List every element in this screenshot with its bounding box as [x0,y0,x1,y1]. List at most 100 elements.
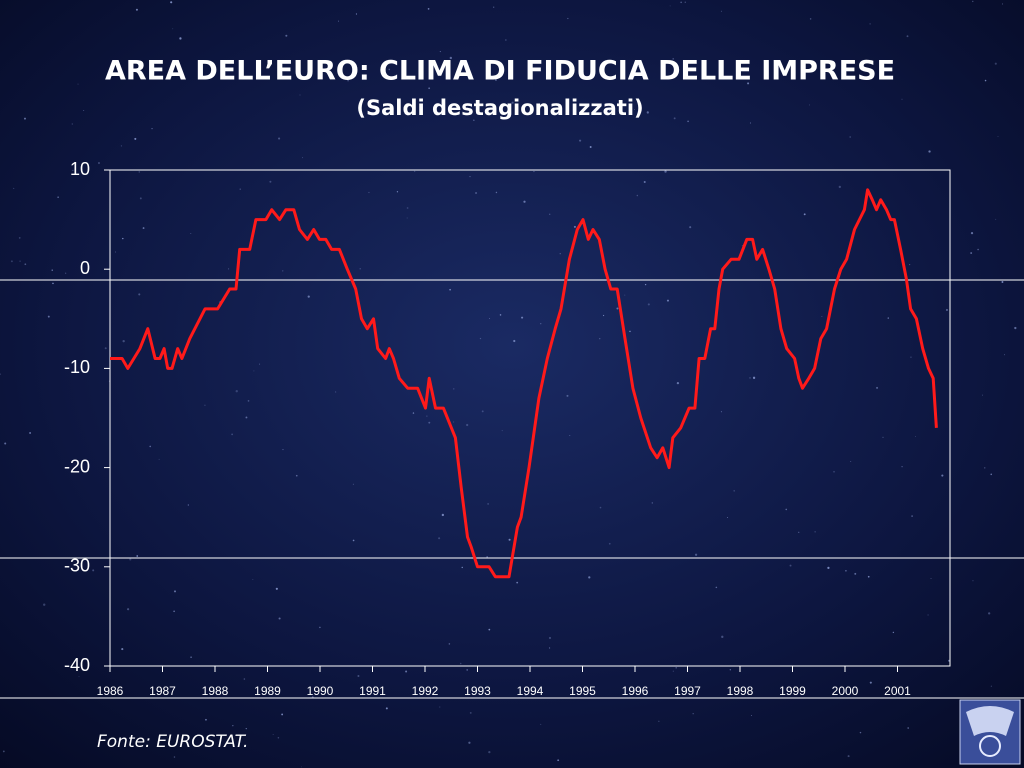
star [158,458,160,460]
star [413,170,416,173]
star [71,123,73,125]
star [65,272,67,274]
star [489,318,490,319]
star [232,724,234,727]
star [540,323,542,325]
star [481,410,484,413]
star [475,191,478,195]
x-tick-label: 1992 [412,684,439,698]
star [151,127,153,130]
star [0,373,1,375]
x-tick-label: 1994 [517,684,544,698]
star [10,260,13,263]
star [941,474,944,477]
x-tick-label: 2001 [884,684,911,698]
star [406,207,409,209]
star [511,101,514,104]
x-tick-label: 1997 [674,684,701,698]
star [906,35,909,38]
star [295,474,298,477]
star [687,120,689,123]
star [138,171,141,173]
star [859,731,862,734]
star [508,538,511,541]
x-tick-label: 1990 [307,684,334,698]
star [750,715,752,716]
star [281,713,284,716]
star [385,707,388,710]
star [439,51,441,53]
star [282,270,284,272]
star [636,194,639,197]
star [977,248,979,251]
star [664,170,667,173]
x-tick-label: 1998 [727,684,754,698]
star [850,460,852,462]
star [505,39,507,41]
star [945,308,949,312]
star [139,197,142,200]
star [259,363,261,365]
star [533,171,535,173]
star [599,506,602,509]
star [616,307,619,310]
star [814,531,816,533]
line-series [110,188,938,579]
star [24,263,27,266]
star [122,340,125,343]
star [869,681,872,684]
star [680,1,682,4]
star [970,232,974,235]
star [466,669,469,671]
star [352,483,354,485]
star [927,614,929,616]
star [245,728,247,730]
star [720,10,722,12]
star [282,449,284,451]
star [557,759,560,762]
star [114,251,116,253]
star [428,87,431,90]
logo-mark [966,706,1014,736]
logo [959,699,1021,765]
star [658,720,660,722]
star [876,386,879,389]
star [24,117,26,120]
star [672,670,674,672]
star [549,213,551,215]
star [441,513,445,517]
star [643,181,646,184]
star [2,750,5,753]
star [396,191,399,193]
star [275,587,278,590]
star [566,394,569,397]
star [278,617,281,620]
star [1002,3,1003,5]
star [1014,326,1017,330]
star [173,756,176,758]
star [970,252,973,255]
star [928,150,931,153]
x-tick-label: 1987 [149,684,176,698]
star [733,490,735,492]
star [910,356,912,358]
y-tick-label: -10 [64,357,90,377]
star [644,283,647,286]
star [319,626,321,629]
star [134,137,137,140]
star [798,531,800,533]
star [907,727,909,729]
star [469,711,472,714]
star [548,647,551,649]
star [602,314,605,317]
star [129,558,132,561]
star [205,718,207,721]
star [427,7,430,10]
star [676,381,680,385]
x-tick-label: 1989 [254,684,281,698]
x-tick-label: 1996 [622,684,649,698]
star [448,643,451,645]
star [752,376,756,379]
y-tick-label: -40 [64,655,90,675]
